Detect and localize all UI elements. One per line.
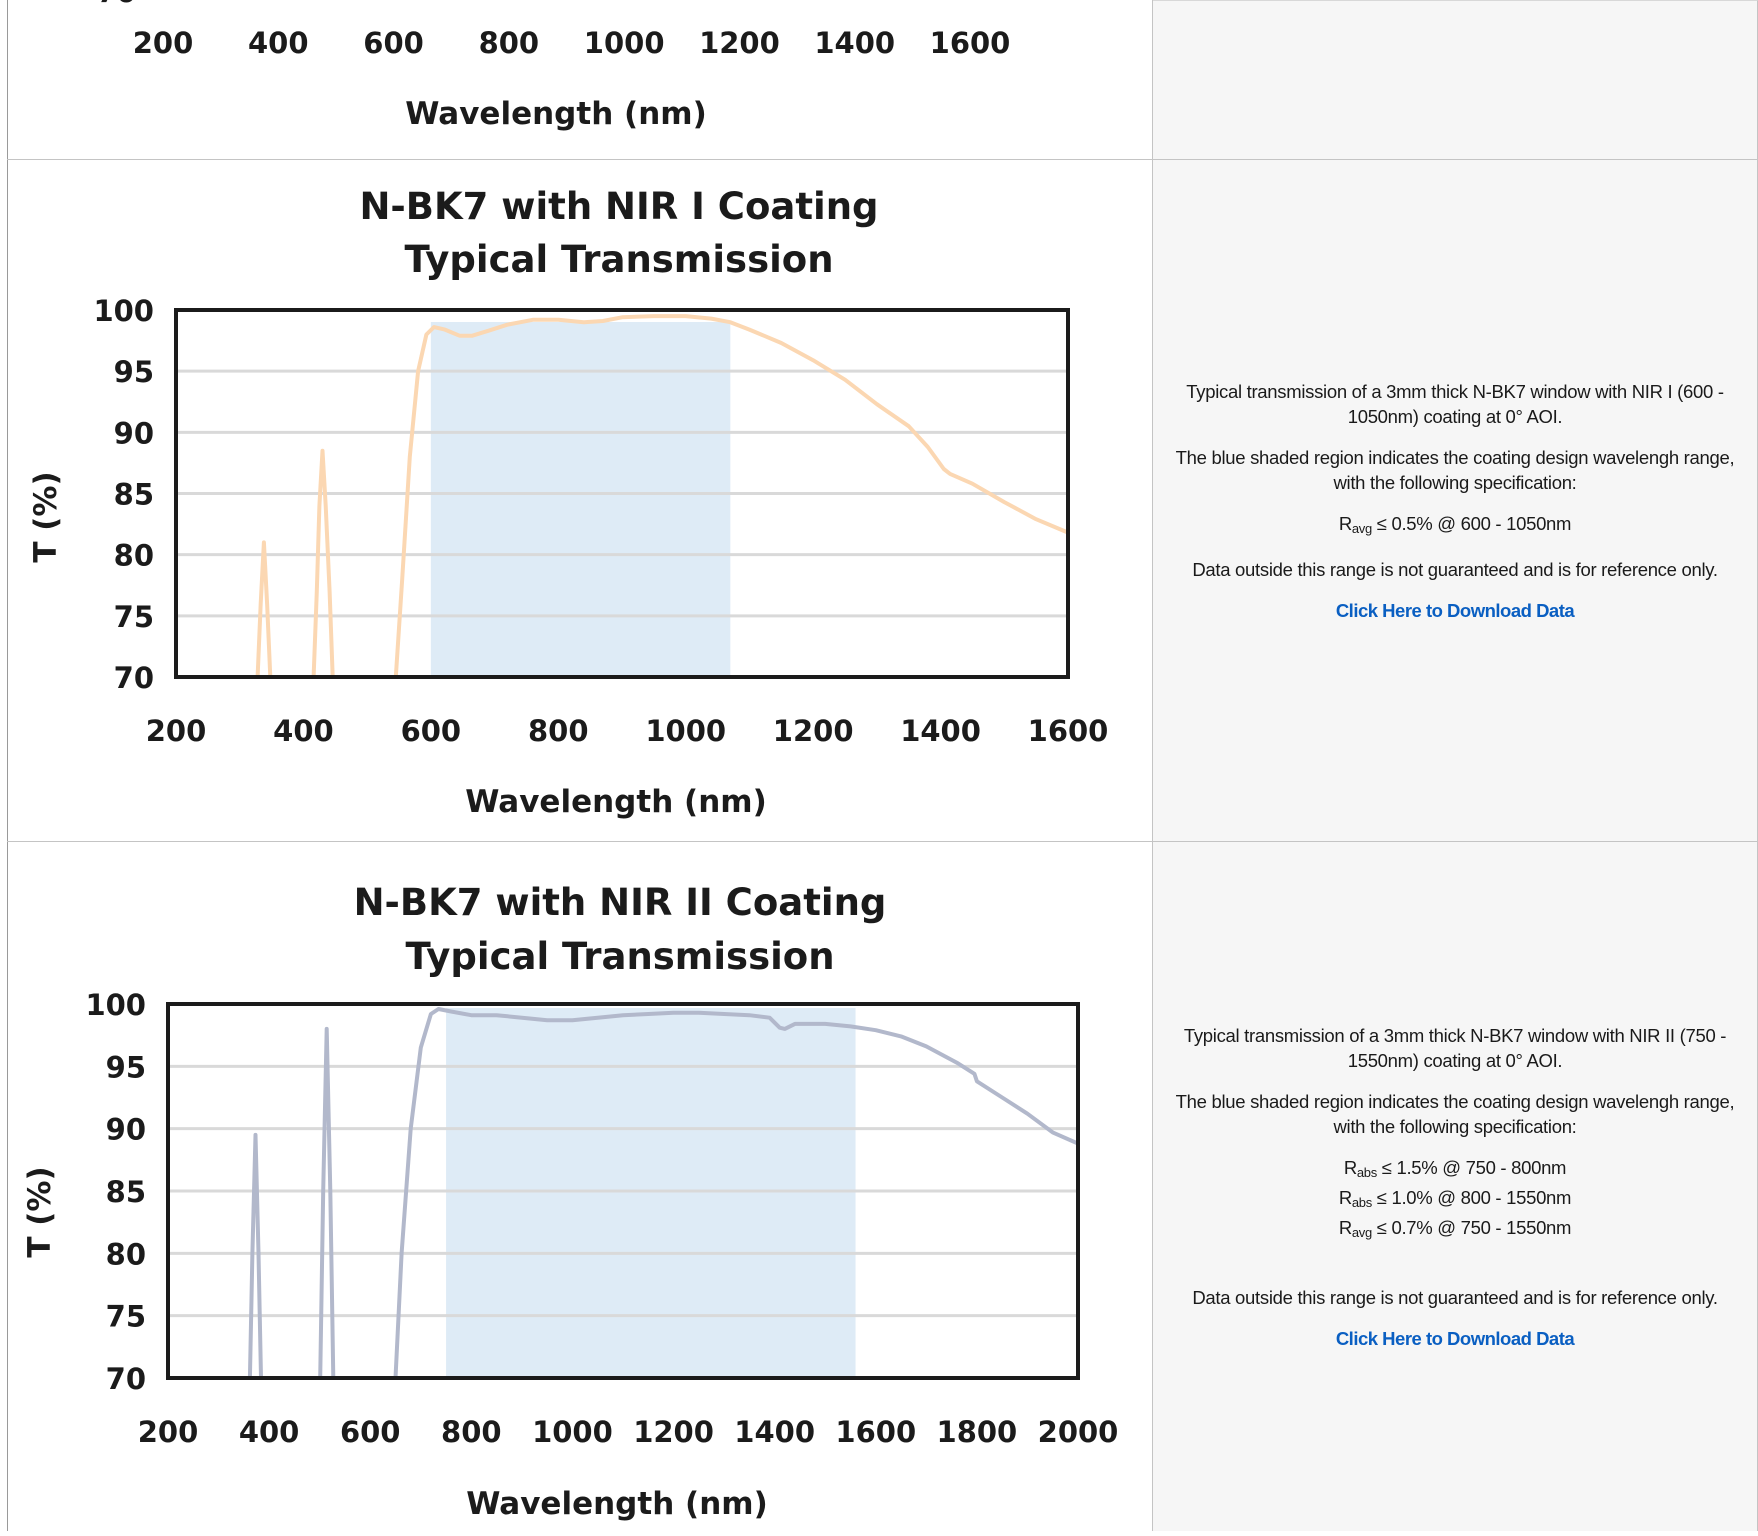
x-tick-label: 1000 [532, 1415, 613, 1449]
nir2-description: Typical transmission of a 3mm thick N-BK… [1175, 1023, 1735, 1351]
nir2-chart-cell: N-BK7 with NIR II Coating Typical Transmi… [7, 842, 1153, 1531]
nir1-desc-cell: Typical transmission of a 3mm thick N-BK… [1153, 160, 1758, 841]
x-tick-label: 800 [441, 1415, 502, 1449]
x-axis-label: Wavelength (nm) [466, 1486, 768, 1522]
nir1-chart-cell: N-BK7 with NIR I Coating Typical Transmis… [7, 160, 1153, 841]
spec-value: ≤ 1.0% @ 800 - 1550nm [1371, 1186, 1572, 1208]
x-tick-label: 800 [528, 714, 589, 748]
x-tick-label: 1600 [835, 1415, 916, 1449]
y-axis-label: T (%) [28, 471, 64, 562]
nir1-desc-para3: Data outside this range is not guarantee… [1192, 558, 1718, 580]
nir1-spec-list: Ravg ≤ 0.5% @ 600 - 1050nm [1175, 511, 1735, 541]
x-tick-label: 1600 [1028, 714, 1109, 748]
x-tick-label: 2000 [1038, 1415, 1119, 1449]
nir1-transmission-chart: N-BK7 with NIR I Coating Typical Transmis… [28, 185, 1109, 820]
table-row-partial: 70 200 400 600 800 1000 1200 1400 1600 Wavelength… [7, 0, 1758, 160]
plot-frame [166, 1002, 1080, 1380]
y-axis-label: T (%) [22, 1166, 58, 1257]
y-tick-label: 95 [106, 1050, 146, 1084]
x-axis-label: Wavelength (nm) [465, 784, 767, 820]
coating-design-region [446, 1008, 856, 1378]
y-tick-label: 85 [106, 1175, 146, 1209]
partial-desc-cell [1153, 0, 1758, 159]
partial-x-tick-label: 800 [479, 26, 540, 60]
x-tick-label: 1000 [645, 714, 726, 748]
partial-x-tick-label: 600 [363, 26, 424, 60]
partial-chart: 70 200 400 600 800 1000 1200 1400 1600 Wavelength… [97, 0, 1011, 132]
x-tick-label: 400 [239, 1415, 300, 1449]
spec-line: Ravg ≤ 0.7% @ 750 - 1550nm [1175, 1215, 1735, 1245]
table-row-nir1: N-BK7 with NIR I Coating Typical Transmis… [7, 160, 1758, 842]
spec-value: ≤ 0.7% @ 750 - 1550nm [1371, 1216, 1572, 1238]
partial-x-tick-label: 200 [133, 26, 194, 60]
y-tick-label: 80 [114, 539, 154, 573]
partial-x-tick-label: 1400 [814, 26, 895, 60]
spec-value: ≤ 0.5% @ 600 - 1050nm [1371, 512, 1572, 534]
spec-line: Rabs ≤ 1.5% @ 750 - 800nm [1175, 1155, 1735, 1185]
transmission-curve [255, 314, 1068, 677]
y-tick-label: 70 [114, 661, 154, 695]
nir2-desc-para1: Typical transmission of a 3mm thick N-BK… [1183, 1024, 1727, 1071]
x-tick-label: 1800 [937, 1415, 1018, 1449]
y-tick-label: 100 [93, 294, 154, 328]
partial-x-tick-label: 1200 [699, 26, 780, 60]
y-tick-label: 90 [114, 416, 154, 450]
x-tick-label: 600 [340, 1415, 401, 1449]
x-tick-label: 600 [401, 714, 462, 748]
nir2-desc-cell: Typical transmission of a 3mm thick N-BK… [1153, 842, 1758, 1531]
y-tick-label: 95 [114, 355, 154, 389]
x-tick-label: 400 [273, 714, 334, 748]
spec-subscript: abs [1351, 1194, 1372, 1210]
chart-title-line: N-BK7 with NIR I Coating [359, 185, 878, 228]
nir1-description: Typical transmission of a 3mm thick N-BK… [1175, 379, 1735, 623]
spec-symbol: R [1338, 1216, 1352, 1238]
x-tick-label: 1200 [633, 1415, 714, 1449]
nir2-desc-para2: The blue shaded region indicates the coa… [1175, 1090, 1735, 1137]
nir2-download-data-link[interactable]: Click Here to Download Data [1335, 1327, 1575, 1349]
spec-subscript: abs [1356, 1164, 1377, 1180]
transmission-curve [247, 1007, 1078, 1378]
y-tick-label: 100 [85, 988, 146, 1022]
spec-symbol: R [1338, 1186, 1352, 1208]
x-tick-label: 1400 [734, 1415, 815, 1449]
partial-x-tick-label: 1000 [584, 26, 665, 60]
nir1-download-data-link[interactable]: Click Here to Download Data [1335, 599, 1575, 621]
x-tick-label: 1400 [900, 714, 981, 748]
nir2-desc-para3: Data outside this range is not guarantee… [1192, 1286, 1718, 1308]
nir2-spec-list: Rabs ≤ 1.5% @ 750 - 800nm Rabs ≤ 1.0% @ 8… [1175, 1155, 1735, 1245]
nir1-desc-para1: Typical transmission of a 3mm thick N-BK… [1186, 380, 1724, 427]
nir2-transmission-chart: N-BK7 with NIR II Coating Typical Transmi… [22, 881, 1119, 1522]
y-tick-label: 90 [106, 1113, 146, 1147]
x-tick-label: 200 [146, 714, 207, 748]
partial-y-tick-label: 70 [97, 0, 136, 9]
spec-line: Rabs ≤ 1.0% @ 800 - 1550nm [1175, 1185, 1735, 1215]
partial-x-tick-label: 1600 [930, 26, 1011, 60]
spec-value: ≤ 1.5% @ 750 - 800nm [1376, 1156, 1567, 1178]
chart-title-line: Typical Transmission [405, 935, 834, 978]
chart-title-line: N-BK7 with NIR II Coating [354, 881, 887, 924]
partial-x-axis-label: Wavelength (nm) [405, 96, 707, 132]
spec-symbol: R [1338, 512, 1352, 534]
coating-design-region [430, 322, 731, 677]
table-row-nir2: N-BK7 with NIR II Coating Typical Transmi… [7, 842, 1758, 1531]
y-tick-label: 70 [106, 1362, 146, 1396]
y-tick-label: 75 [106, 1300, 146, 1334]
spec-line: Ravg ≤ 0.5% @ 600 - 1050nm [1175, 511, 1735, 541]
plot-frame [174, 308, 1070, 679]
partial-x-tick-label: 400 [248, 26, 309, 60]
spec-symbol: R [1343, 1156, 1357, 1178]
y-tick-label: 80 [106, 1237, 146, 1271]
y-tick-label: 85 [114, 478, 154, 512]
spec-subscript: avg [1351, 1224, 1372, 1240]
x-tick-label: 200 [138, 1415, 199, 1449]
nir1-desc-para2: The blue shaded region indicates the coa… [1175, 446, 1735, 493]
chart-title-line: Typical Transmission [404, 238, 833, 281]
partial-chart-cell: 70 200 400 600 800 1000 1200 1400 1600 Wavelength… [7, 0, 1153, 159]
x-tick-label: 1200 [773, 714, 854, 748]
spec-subscript: avg [1351, 520, 1372, 536]
y-tick-label: 75 [114, 600, 154, 634]
